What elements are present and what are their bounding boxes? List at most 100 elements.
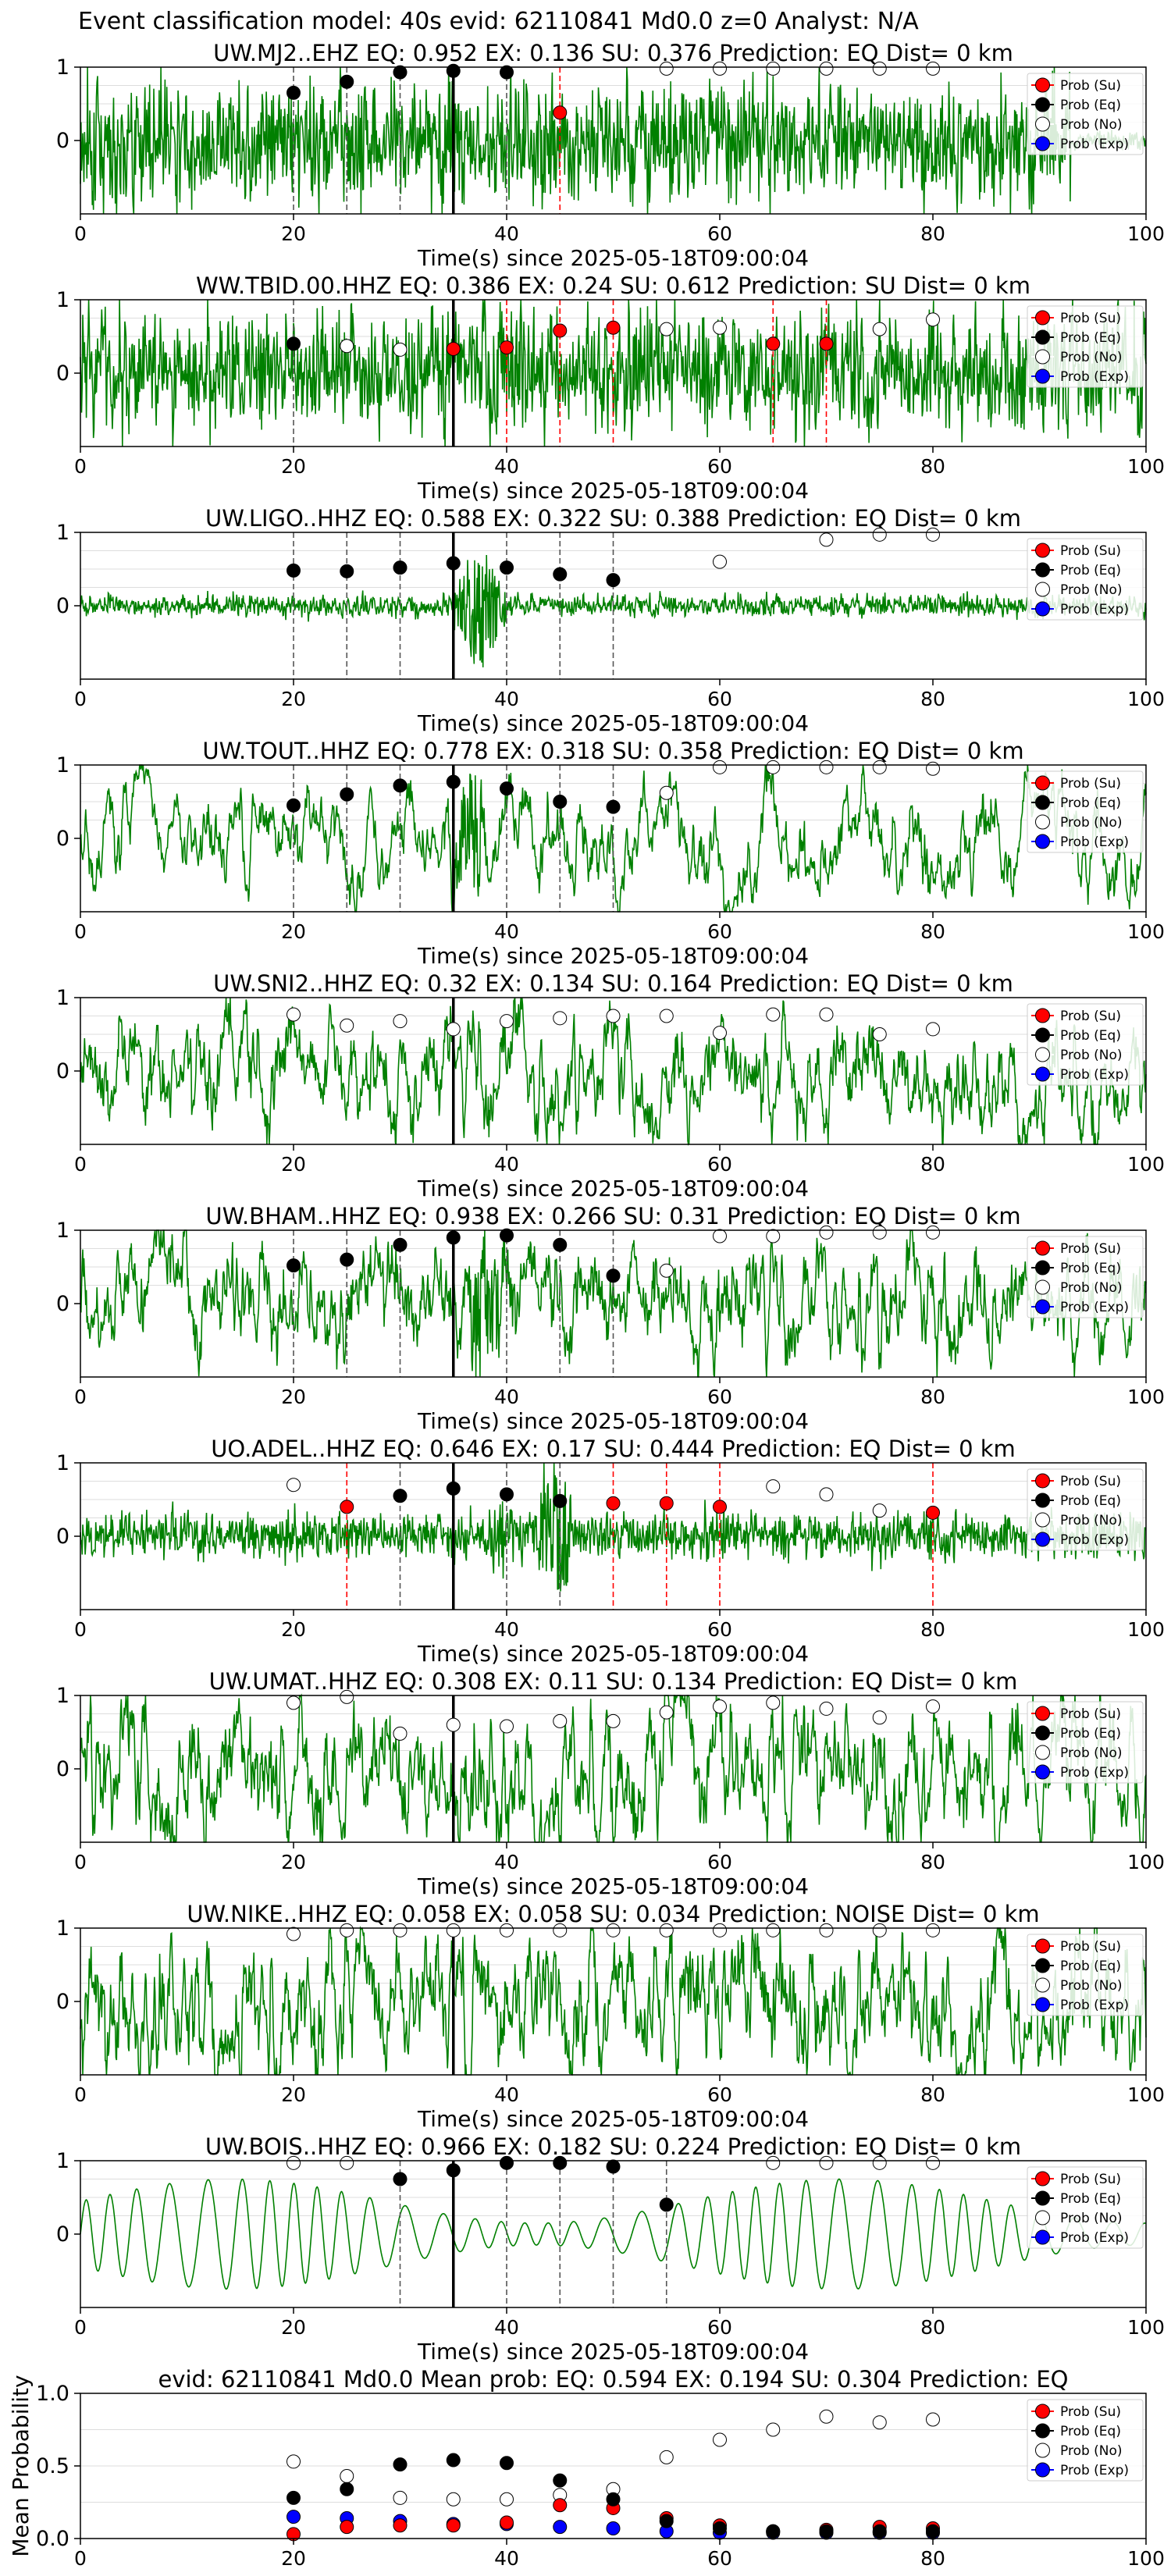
legend-label: Prob (Exp) xyxy=(1060,602,1129,617)
y-tick-label: 1 xyxy=(56,1451,69,1475)
prob-point-no xyxy=(553,1011,568,1026)
prob-point-eq xyxy=(500,560,514,575)
x-tick-label: 100 xyxy=(1127,455,1165,478)
prob-point-no xyxy=(872,1027,887,1041)
prob-point-eq xyxy=(500,1487,514,1502)
legend-marker-no xyxy=(1035,1745,1050,1760)
x-tick-label: 80 xyxy=(920,2316,945,2339)
prob-point-eq xyxy=(553,1237,568,1252)
mean-prob-point-no xyxy=(500,2492,514,2507)
legend-label: Prob (Eq) xyxy=(1060,1726,1121,1742)
prob-point-no xyxy=(926,61,940,76)
prob-point-no xyxy=(766,1229,781,1244)
waveform-trace xyxy=(80,66,1147,215)
waveform-trace xyxy=(80,1925,1147,2076)
prob-point-no xyxy=(766,61,781,76)
x-axis-label: Time(s) since 2025-05-18T09:00:04 xyxy=(417,1641,809,1667)
prob-point-no xyxy=(713,554,727,569)
x-tick-label: 40 xyxy=(494,1851,519,1873)
legend-label: Prob (Eq) xyxy=(1060,1493,1121,1509)
prob-point-no xyxy=(659,785,674,800)
legend-marker-no xyxy=(1035,582,1050,597)
legend-label: Prob (No) xyxy=(1060,2211,1123,2226)
prob-point-eq xyxy=(287,336,301,351)
legend-label: Prob (Su) xyxy=(1060,543,1121,559)
prob-point-no xyxy=(659,1009,674,1023)
mean-prob-point-no xyxy=(659,2450,674,2464)
mean-prob-point-no xyxy=(926,2412,940,2427)
x-tick-label: 60 xyxy=(707,688,732,710)
mean-prob-point-su xyxy=(340,2520,354,2535)
y-tick-label: 0 xyxy=(56,827,69,851)
mean-prob-point-no xyxy=(287,2454,301,2469)
prob-point-eq xyxy=(446,556,461,571)
y-tick-label: 0 xyxy=(56,1292,69,1316)
subplot-6: UW.BHAM..HHZ EQ: 0.938 EX: 0.266 SU: 0.3… xyxy=(56,1203,1165,1434)
x-axis-label: Time(s) since 2025-05-18T09:00:04 xyxy=(417,2106,809,2132)
x-tick-label: 0 xyxy=(74,2547,87,2570)
prob-point-no xyxy=(393,1014,408,1029)
prob-point-no xyxy=(819,61,834,76)
x-tick-label: 20 xyxy=(281,2316,306,2339)
x-tick-label: 100 xyxy=(1127,1618,1165,1641)
legend-frame xyxy=(1027,2166,1144,2249)
x-axis-label: Time(s) since 2025-05-18T09:00:04 xyxy=(417,245,809,271)
legend-marker-exp xyxy=(1035,1764,1050,1780)
legend-label: Prob (Eq) xyxy=(1060,2424,1121,2439)
legend-marker-su xyxy=(1035,2171,1050,2186)
y-tick-label: 0 xyxy=(56,1990,69,2014)
prob-point-no xyxy=(872,527,887,542)
prob-point-no xyxy=(659,1705,674,1720)
legend-label: Prob (Su) xyxy=(1060,1706,1121,1722)
mean-prob-point-eq xyxy=(340,2482,354,2496)
mean-prob-point-eq xyxy=(287,2490,301,2505)
x-tick-label: 40 xyxy=(494,2316,519,2339)
legend-label: Prob (No) xyxy=(1060,2443,1123,2459)
mean-prob-point-no xyxy=(446,2492,461,2507)
subplot-5: UW.SNI2..HHZ EQ: 0.32 EX: 0.134 SU: 0.16… xyxy=(56,970,1165,1201)
legend-marker-no xyxy=(1035,349,1050,365)
y-tick-label: 1 xyxy=(56,753,69,777)
legend-label: Prob (Su) xyxy=(1060,1474,1121,1489)
legend-label: Prob (Eq) xyxy=(1060,1261,1121,1276)
mean-prob-point-exp xyxy=(287,2510,301,2524)
x-axis-label: Time(s) since 2025-05-18T09:00:04 xyxy=(417,1873,809,1899)
legend: Prob (Su) Prob (Eq) Prob (No) Prob (Exp) xyxy=(1027,1934,1144,2016)
legend: Prob (Su) Prob (Eq) Prob (No) Prob (Exp) xyxy=(1027,1236,1144,1318)
x-tick-label: 100 xyxy=(1127,2316,1165,2339)
legend-marker-eq xyxy=(1035,1260,1050,1276)
prob-point-su xyxy=(713,1500,727,1514)
subplot-3: UW.LIGO..HHZ EQ: 0.588 EX: 0.322 SU: 0.3… xyxy=(56,505,1165,736)
prob-point-no xyxy=(872,760,887,774)
y-tick-label: 0 xyxy=(56,1059,69,1083)
legend-marker-su xyxy=(1035,1706,1050,1721)
x-axis-label: Time(s) since 2025-05-18T09:00:04 xyxy=(417,2339,809,2364)
prob-point-eq xyxy=(340,787,354,802)
x-tick-label: 100 xyxy=(1127,1851,1165,1873)
prob-point-no xyxy=(287,2155,301,2170)
legend-label: Prob (Su) xyxy=(1060,776,1121,792)
legend-marker-exp xyxy=(1035,1066,1050,1082)
prob-point-no xyxy=(819,1487,834,1502)
y-tick-label: 0 xyxy=(56,1525,69,1549)
subplot-8: UW.UMAT..HHZ EQ: 0.308 EX: 0.11 SU: 0.13… xyxy=(56,1668,1165,1899)
prob-point-no xyxy=(287,1007,301,1022)
prob-point-eq xyxy=(393,778,408,793)
legend-marker-no xyxy=(1035,2210,1050,2226)
prob-point-no xyxy=(819,2155,834,2170)
x-tick-label: 40 xyxy=(494,920,519,943)
y-tick-label: 1.0 xyxy=(36,2382,69,2406)
legend-marker-eq xyxy=(1035,97,1050,112)
y-tick-label: 0 xyxy=(56,361,69,386)
mean-prob-point-no xyxy=(766,2422,781,2437)
prob-point-no xyxy=(926,2155,940,2170)
subplot-title: UW.NIKE..HHZ EQ: 0.058 EX: 0.058 SU: 0.0… xyxy=(187,1901,1039,1927)
legend-marker-no xyxy=(1035,1047,1050,1062)
prob-point-eq xyxy=(446,1230,461,1245)
legend-label: Prob (Exp) xyxy=(1060,1998,1129,2013)
prob-point-no xyxy=(819,1225,834,1240)
y-tick-label: 1 xyxy=(56,2149,69,2173)
prob-point-su xyxy=(606,320,621,335)
x-tick-label: 60 xyxy=(707,1618,732,1641)
x-tick-label: 0 xyxy=(74,2316,87,2339)
